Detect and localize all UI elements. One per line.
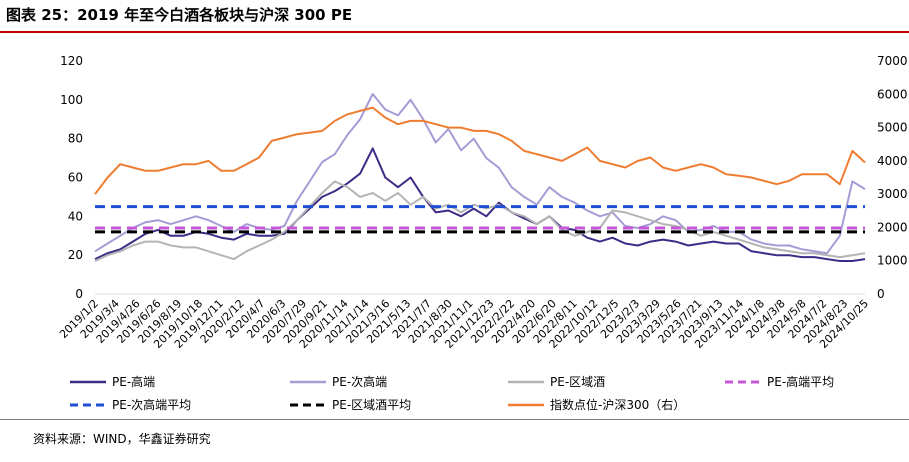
y-left-tick-label: 120 (60, 54, 83, 68)
legend-label: PE-次高端 (332, 374, 387, 389)
series-line (94, 147, 866, 262)
legend-label: PE-次高端平均 (112, 397, 191, 412)
y-left-tick-label: 40 (68, 209, 83, 223)
source-note: 资料来源：WIND，华鑫证券研究 (33, 432, 211, 446)
y-right-tick-label: 2000 (877, 220, 908, 234)
title-rule (0, 31, 909, 33)
y-left-tick-label: 80 (68, 132, 83, 146)
bottom-rule (0, 419, 909, 420)
y-right-tick-label: 4000 (877, 154, 908, 168)
y-right-tick-label: 5000 (877, 121, 908, 135)
chart-title: 图表 25：2019 年至今白酒各板块与沪深 300 PE (6, 6, 353, 24)
y-left-tick-label: 0 (75, 287, 83, 301)
legend-label: PE-区域酒平均 (332, 398, 411, 412)
y-left-tick-label: 100 (60, 93, 83, 107)
legend-label: 指数点位-沪深300（右） (550, 397, 685, 412)
y-right-tick-label: 1000 (877, 254, 908, 268)
y-left-tick-label: 20 (68, 248, 83, 262)
y-right-tick-label: 3000 (877, 187, 908, 201)
series-line (94, 106, 866, 195)
y-right-tick-label: 0 (877, 287, 885, 301)
legend-label: PE-区域酒 (550, 375, 605, 389)
legend-label: PE-高端平均 (767, 374, 834, 389)
y-right-tick-label: 7000 (877, 54, 908, 68)
y-right-tick-label: 6000 (877, 87, 908, 101)
y-left-tick-label: 60 (68, 171, 83, 185)
legend-label: PE-高端 (112, 374, 155, 389)
